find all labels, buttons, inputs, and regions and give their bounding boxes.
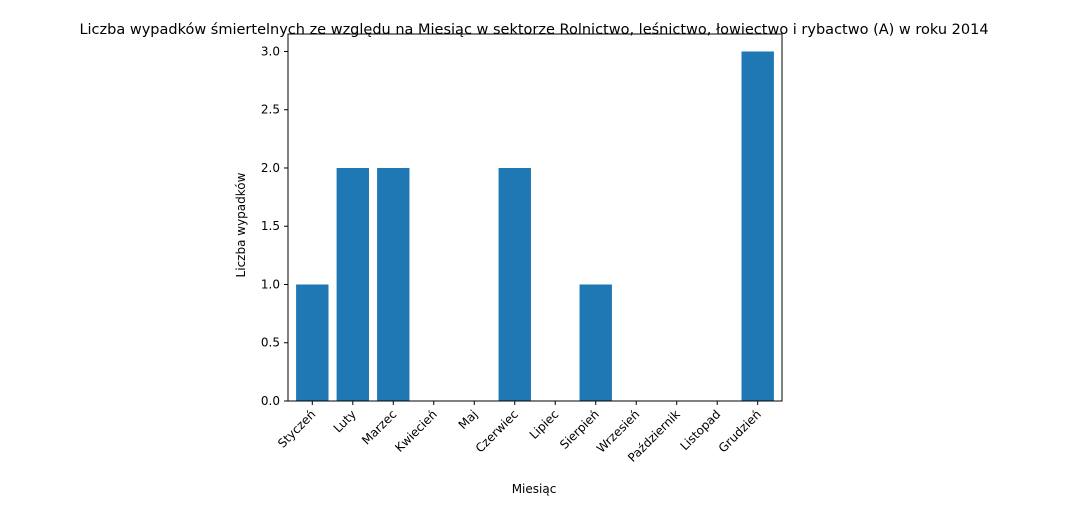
y-tick-label: 3.0 xyxy=(261,44,280,58)
y-tick-label: 0.0 xyxy=(261,394,280,408)
bars-group xyxy=(296,51,774,401)
chart-title: Liczba wypadków śmiertelnych ze względu … xyxy=(79,22,988,38)
y-tick-label: 2.0 xyxy=(261,161,280,175)
y-tick-label: 1.0 xyxy=(261,277,280,291)
bar-marzec xyxy=(377,167,410,401)
bar-styczeń xyxy=(296,284,329,401)
y-tick-label: 0.5 xyxy=(261,336,280,350)
y-axis-ticks: 0.0 0.5 1.0 1.5 2.0 2.5 3.0 xyxy=(261,44,288,408)
y-axis-label: Liczba wypadków xyxy=(234,172,248,277)
y-tick-label: 2.5 xyxy=(261,103,280,117)
bar-sierpień xyxy=(579,284,612,401)
plot-frame xyxy=(287,33,783,402)
y-tick-label: 1.5 xyxy=(261,219,280,233)
bar-czerwiec xyxy=(498,167,531,401)
bar-luty xyxy=(336,167,369,401)
bar-grudzień xyxy=(741,51,774,401)
x-axis-label: Miesiąc xyxy=(512,482,557,496)
